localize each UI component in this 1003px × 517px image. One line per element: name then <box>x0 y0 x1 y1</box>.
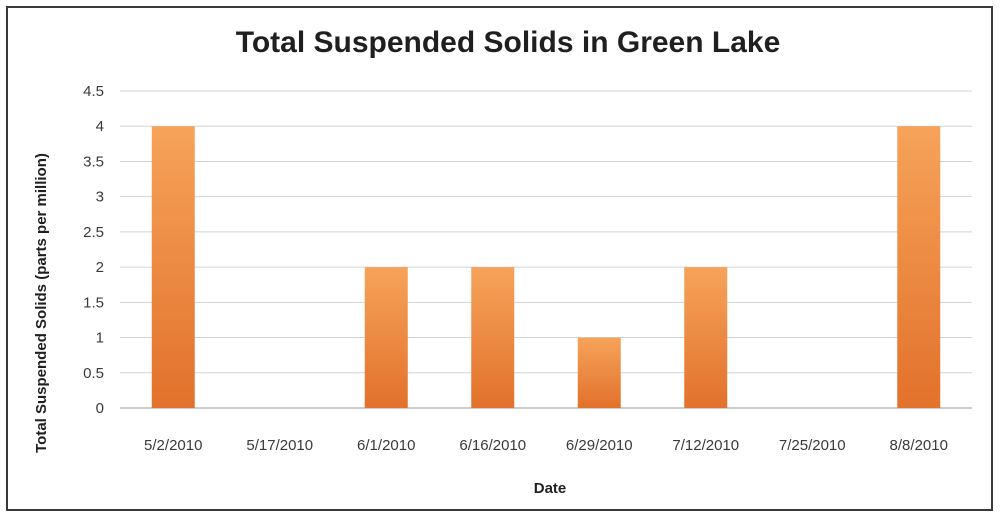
x-tick-label: 7/12/2010 <box>672 437 739 454</box>
y-tick-label: 1 <box>96 330 104 347</box>
y-axis-title: Total Suspended Solids (parts per millio… <box>33 153 50 453</box>
bar <box>364 267 408 408</box>
y-tick-label: 2 <box>96 259 104 276</box>
bar <box>471 267 515 408</box>
y-tick-label: 2.5 <box>83 224 104 241</box>
y-tick-label: 1.5 <box>83 294 104 311</box>
bar <box>577 337 621 408</box>
x-tick-label: 6/16/2010 <box>459 437 526 454</box>
x-tick-label: 6/1/2010 <box>357 437 415 454</box>
x-tick-label: 8/8/2010 <box>890 437 948 454</box>
y-tick-label: 0.5 <box>83 365 104 382</box>
y-tick-label: 3 <box>96 189 104 206</box>
x-tick-labels: 5/2/2010 5/17/2010 6/1/2010 6/16/2010 6/29/2… <box>144 437 948 454</box>
bars <box>151 126 941 408</box>
x-axis-title: Date <box>534 480 567 497</box>
grid-lines <box>120 90 972 409</box>
chart-frame: Total Suspended Solids in Green Lake Tot… <box>6 6 993 511</box>
bar <box>897 126 941 408</box>
x-tick-label: 5/17/2010 <box>246 437 313 454</box>
x-tick-label: 5/2/2010 <box>144 437 202 454</box>
y-tick-label: 4 <box>96 118 104 135</box>
x-tick-label: 7/25/2010 <box>779 437 846 454</box>
bar <box>151 126 195 408</box>
y-tick-label: 3.5 <box>83 153 104 170</box>
chart-title: Total Suspended Solids in Green Lake <box>236 26 781 59</box>
y-tick-label: 4.5 <box>83 83 104 100</box>
x-tick-label: 6/29/2010 <box>566 437 633 454</box>
y-tick-labels: 0 0.5 1 1.5 2 2.5 3 3.5 4 4.5 <box>83 83 104 417</box>
bar-chart: Total Suspended Solids in Green Lake Tot… <box>33 26 972 497</box>
y-tick-label: 0 <box>96 400 104 417</box>
bar <box>684 267 728 408</box>
